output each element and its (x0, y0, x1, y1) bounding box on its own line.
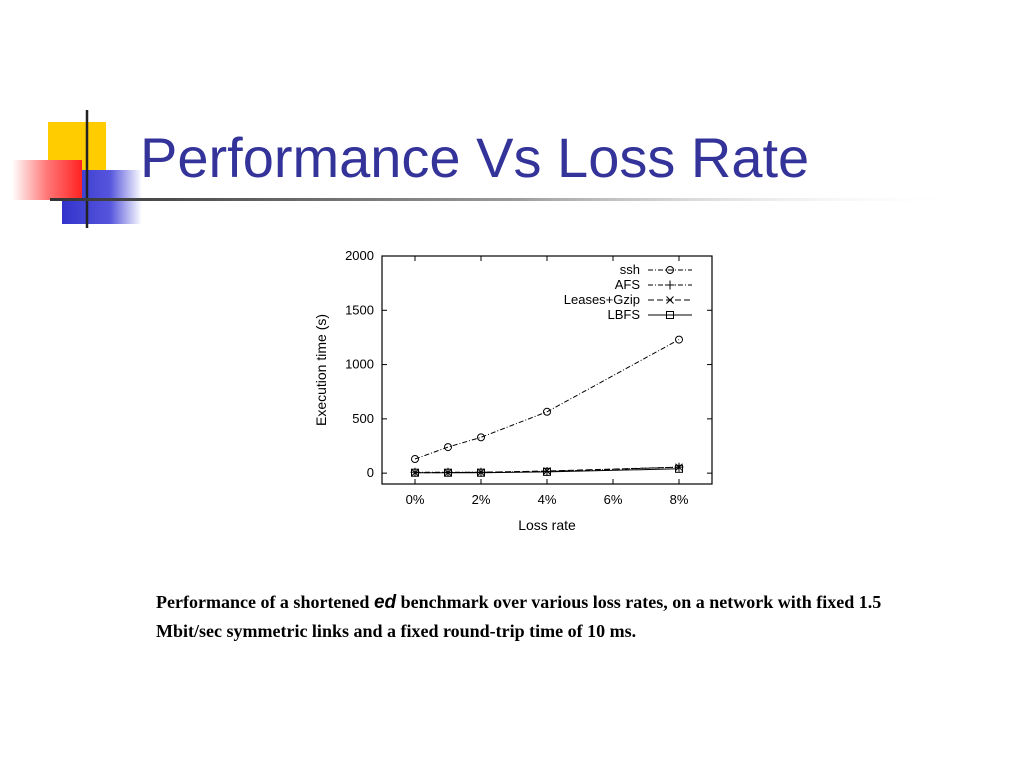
legend-marker-lbfs (666, 311, 674, 319)
legend-marker-leases-gzip (666, 296, 674, 304)
title-decoration (12, 110, 970, 228)
caption-emphasis: ed (373, 592, 397, 613)
x-tick-label: 2% (472, 492, 491, 507)
legend-label-afs: AFS (615, 277, 641, 292)
legend-marker-afs (665, 280, 675, 290)
legend-label-ssh: ssh (620, 262, 640, 277)
horizontal-rule (50, 198, 970, 201)
data-point-ssh (411, 455, 419, 464)
data-point-ssh (675, 335, 683, 344)
red-square (12, 160, 82, 200)
data-point-lbfs (477, 468, 485, 477)
y-tick-label: 0 (367, 465, 374, 480)
slide-title: Performance Vs Loss Rate (140, 126, 810, 189)
data-point-lbfs (675, 464, 683, 473)
loss-rate-chart: 0% 2% 4% 6% 8% 0 500 1000 1500 2000 Loss rate Execu… (313, 248, 713, 533)
y-tick-label: 2000 (345, 248, 374, 263)
data-point-lbfs (411, 468, 419, 477)
series-line-lbfs (415, 468, 680, 474)
data-point-ssh (543, 407, 551, 416)
y-tick-label: 1500 (345, 302, 374, 317)
legend-label-lbfs: LBFS (607, 307, 640, 322)
data-point-ssh (444, 443, 452, 452)
x-tick-label: 4% (538, 492, 557, 507)
legend-label-leases-gzip: Leases+Gzip (564, 292, 640, 307)
y-axis-label: Execution time (s) (313, 314, 329, 426)
y-tick-label: 1000 (345, 357, 374, 372)
series-line-ssh (414, 339, 680, 460)
x-tick-label: 8% (670, 492, 689, 507)
data-point-lbfs (444, 468, 452, 477)
plot-frame (381, 255, 713, 485)
figure-caption: Performance of a shortened ed benchmark … (156, 588, 916, 645)
y-tick-label: 500 (352, 411, 374, 426)
data-point-ssh (477, 433, 485, 442)
data-point-lbfs (543, 467, 551, 476)
x-tick-label: 6% (604, 492, 623, 507)
x-axis-label: Loss rate (518, 517, 576, 533)
legend-marker-ssh (666, 266, 674, 274)
caption-text-before: Performance of a shortened (156, 592, 374, 612)
caption-text-after: benchmark over various loss rates, on a … (156, 592, 882, 641)
x-tick-label: 0% (406, 492, 425, 507)
